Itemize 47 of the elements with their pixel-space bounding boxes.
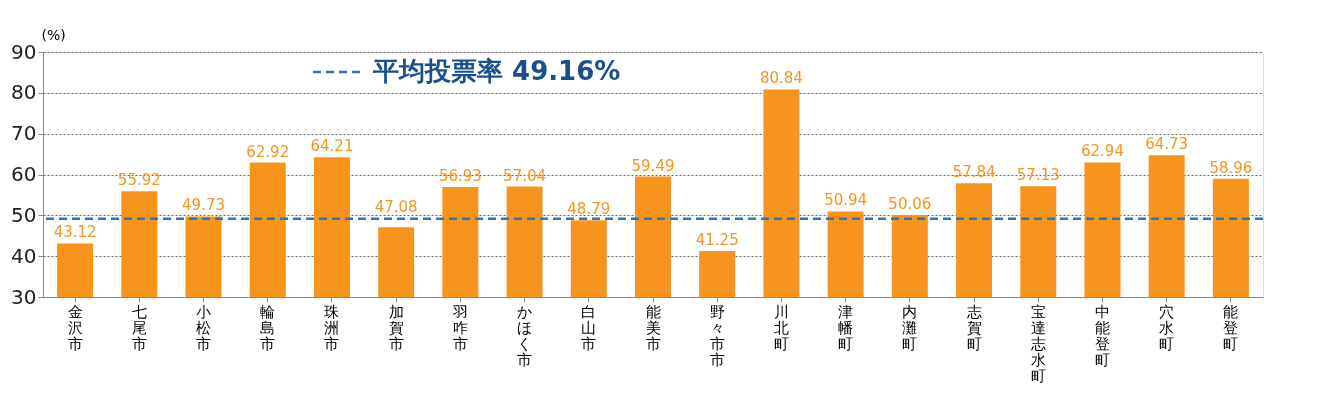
x-tick-label: 穴水町: [1159, 302, 1175, 353]
data-label: 80.84: [759, 69, 803, 88]
data-label: 59.49: [631, 156, 675, 175]
x-tick-label: 内灘町: [902, 302, 918, 353]
y-tick-label: 60: [11, 162, 37, 186]
x-tick-label: 中能登町: [1094, 302, 1110, 369]
data-label: 56.93: [438, 167, 482, 186]
data-label: 48.79: [567, 200, 611, 219]
data-label: 57.84: [952, 163, 996, 182]
x-tick-label: 小松市: [196, 302, 212, 353]
y-tick-label: 90: [11, 39, 37, 64]
y-tick-label: 70: [11, 121, 37, 146]
x-tick-label: 能登町: [1223, 302, 1239, 353]
x-tick-label: 宝達志水町: [1030, 302, 1046, 385]
legend-label: 平均投票率 49.16%: [372, 56, 621, 86]
x-tick-label: 野々市市: [709, 302, 725, 369]
data-label: 62.92: [246, 142, 290, 161]
data-label: 43.12: [53, 223, 97, 242]
x-tick-label: 能美市: [645, 302, 661, 353]
data-label: 50.94: [824, 191, 868, 210]
data-label: 64.73: [1145, 135, 1189, 154]
data-label: 64.21: [310, 137, 354, 156]
x-tick-label: 金沢市: [67, 302, 83, 353]
data-label: 57.13: [1016, 166, 1060, 185]
x-tick-label: 輪島市: [260, 302, 276, 353]
x-tick-label: 白山市: [581, 302, 597, 353]
x-tick-label: 羽咋市: [451, 302, 468, 353]
data-label: 49.73: [182, 196, 225, 215]
data-label: 47.08: [374, 197, 418, 216]
x-tick-label: 志賀町: [966, 302, 982, 353]
data-label: 41.25: [695, 231, 739, 250]
data-label: 62.94: [1081, 142, 1124, 161]
y-tick-label: 40: [11, 243, 37, 268]
x-tick-label: 七尾市: [131, 302, 147, 353]
x-tick-label: かほく市: [517, 302, 533, 369]
y-tick-label: 30: [11, 284, 37, 309]
x-tick-label: 川北町: [773, 302, 789, 353]
data-label: 50.06: [888, 195, 932, 214]
x-tick-label: 加賀市: [388, 302, 404, 353]
data-label: 55.92: [117, 171, 161, 190]
y-tick-label: 50: [11, 202, 37, 227]
x-tick-label: 津幡町: [838, 302, 854, 353]
data-label: 58.96: [1209, 158, 1253, 177]
data-label: 57.04: [503, 166, 547, 185]
y-axis-title: (%): [41, 26, 66, 43]
y-tick-label: 80: [11, 80, 37, 105]
x-tick-label: 珠洲市: [324, 302, 340, 353]
